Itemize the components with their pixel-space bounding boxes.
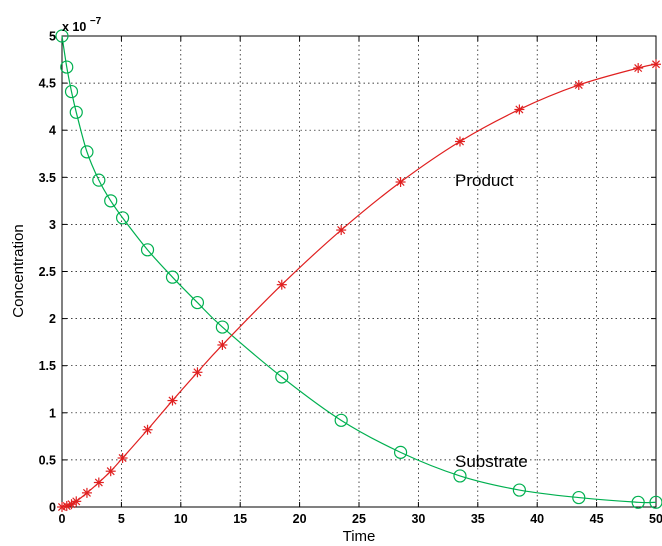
x-tick-label: 40 [530, 512, 544, 526]
x-tick-label: 10 [174, 512, 188, 526]
data-point [167, 396, 177, 406]
y-tick-label: 1 [49, 406, 56, 420]
data-point [514, 104, 524, 114]
x-tick-label: 0 [59, 512, 66, 526]
x-tick-label: 35 [471, 512, 485, 526]
y-tick-label: 0 [49, 501, 56, 515]
y-tick-label: 3.5 [39, 171, 56, 185]
y-tick-label: 0.5 [39, 453, 56, 467]
y-scale-label: x 10 −7 [62, 16, 102, 34]
data-point [396, 177, 406, 187]
x-tick-label: 15 [233, 512, 247, 526]
data-point [192, 367, 202, 377]
x-axis-label: Time [343, 528, 376, 545]
data-point [455, 137, 465, 147]
x-tick-label: 25 [352, 512, 366, 526]
x-tick-label: 45 [590, 512, 604, 526]
data-point [143, 425, 153, 435]
y-axis-label: Concentration [10, 224, 27, 317]
data-point [651, 59, 661, 69]
data-point [217, 340, 227, 350]
y-tick-label: 1.5 [39, 359, 56, 373]
annotation-product: Product [455, 171, 514, 190]
x-tick-label: 5 [118, 512, 125, 526]
data-point [94, 478, 104, 488]
annotation-substrate: Substrate [455, 452, 528, 471]
data-point [71, 496, 81, 506]
y-tick-label: 4.5 [39, 77, 56, 91]
x-tick-label: 50 [649, 512, 662, 526]
data-point [82, 488, 92, 498]
data-point [633, 63, 643, 73]
data-point [118, 453, 128, 463]
y-tick-label: 2.5 [39, 265, 56, 279]
x-tick-label: 20 [293, 512, 307, 526]
data-point [277, 280, 287, 290]
data-point [106, 466, 116, 476]
x-tick-label: 30 [411, 512, 425, 526]
y-tick-label: 4 [49, 124, 56, 138]
y-tick-label: 5 [49, 30, 56, 44]
data-point [336, 225, 346, 235]
data-point [574, 80, 584, 90]
y-tick-label: 2 [49, 312, 56, 326]
y-tick-label: 3 [49, 218, 56, 232]
y-scale-exponent: −7 [90, 16, 102, 27]
